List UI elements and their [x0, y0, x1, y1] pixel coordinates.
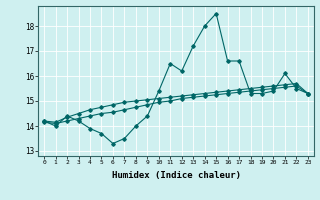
X-axis label: Humidex (Indice chaleur): Humidex (Indice chaleur) [111, 171, 241, 180]
